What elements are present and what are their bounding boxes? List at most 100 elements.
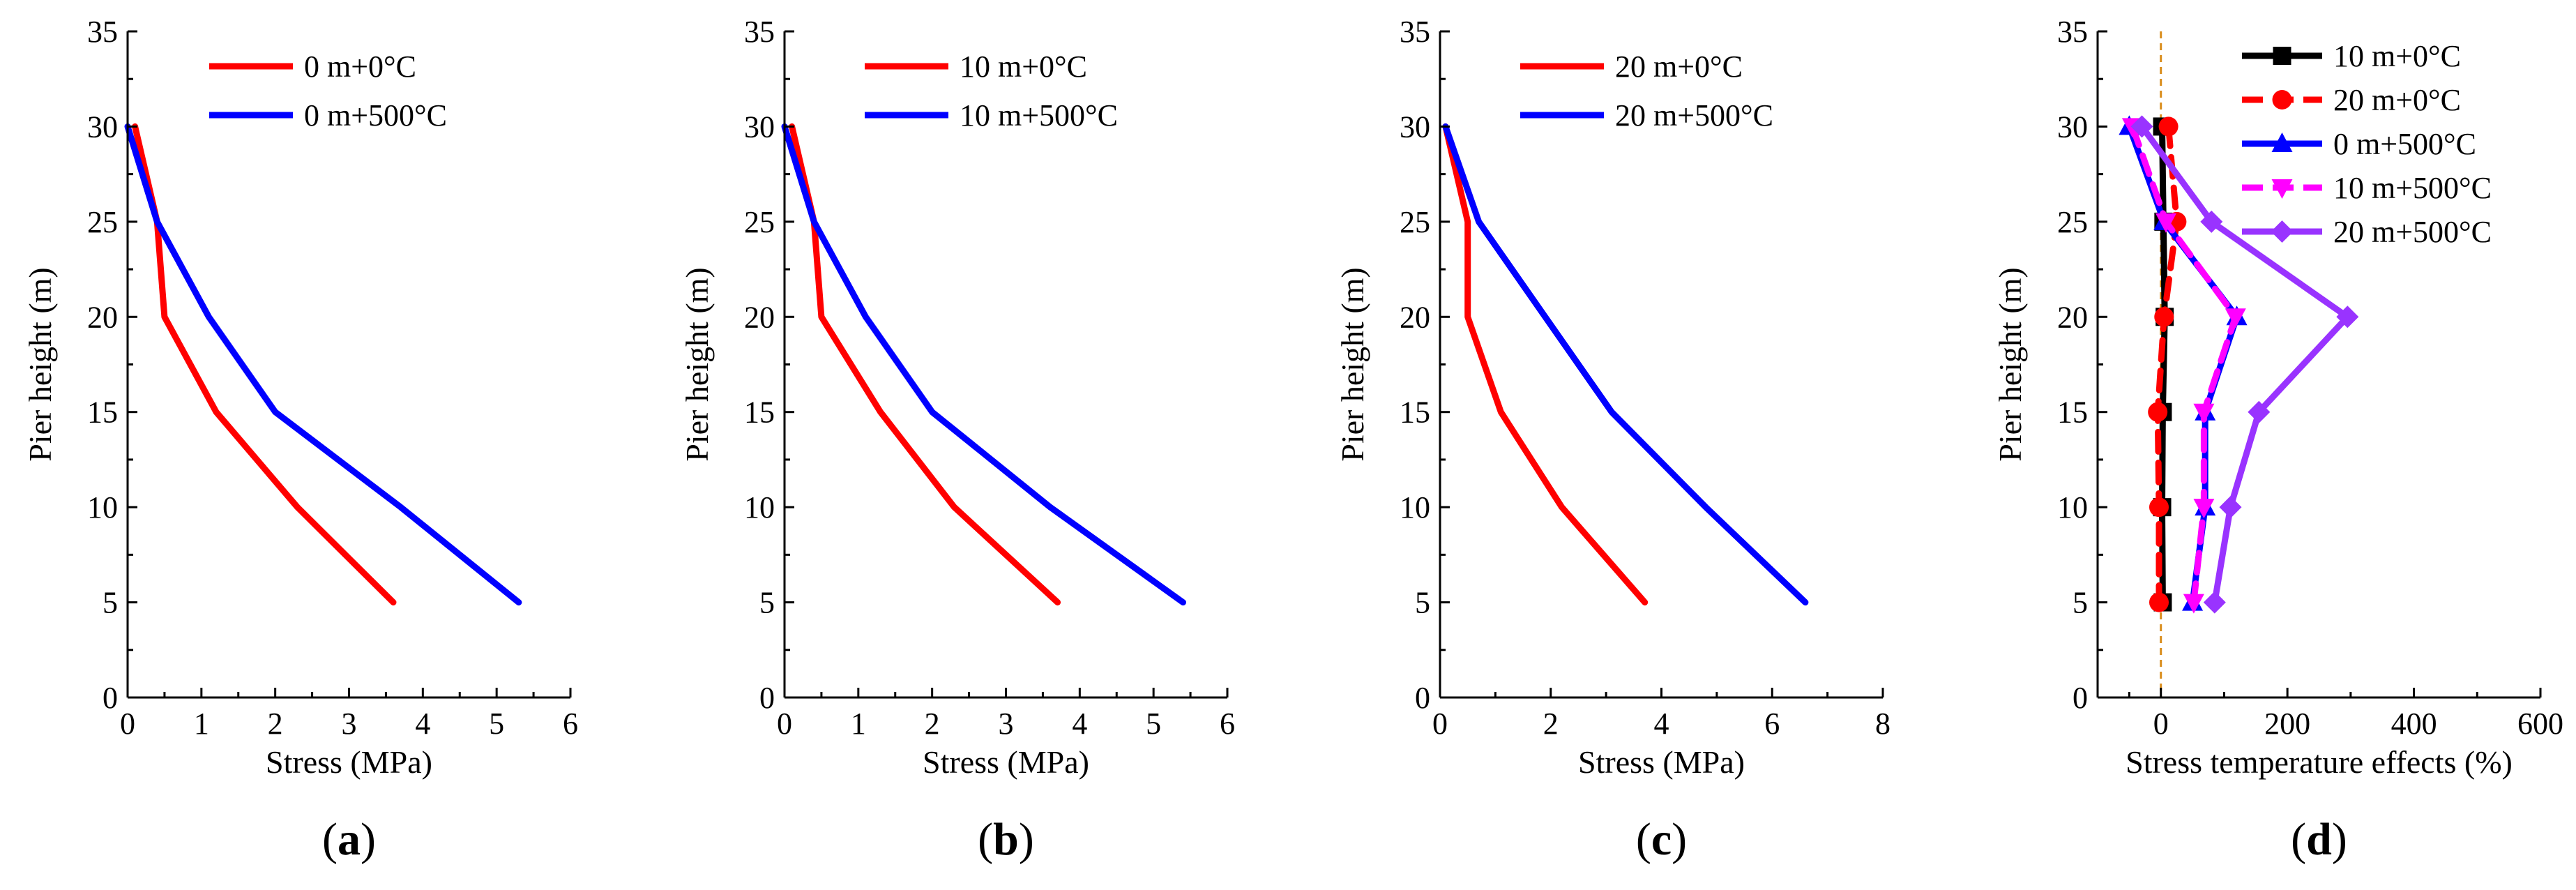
- y-tick-label: 15: [744, 395, 775, 430]
- panel-label-letter: d: [2306, 814, 2332, 865]
- y-tick-label: 25: [2057, 205, 2088, 239]
- data-point-d-3-2: [2225, 308, 2246, 329]
- y-tick-label: 10: [744, 490, 775, 525]
- panel-label-b: (b): [978, 814, 1034, 865]
- legend-marker-d-3: [2271, 179, 2293, 199]
- panel-label-open: (: [2291, 814, 2306, 865]
- data-point-d-4-1: [2200, 210, 2223, 233]
- y-axis-label: Pier height (m): [679, 267, 715, 462]
- chart-panel-b: 0 1 2 3 4 5 6 0 5 10 15 20 25 30 35 Stress (MPa) Pier he…: [679, 15, 1235, 865]
- legend-marker-d-0: [2273, 47, 2291, 65]
- legend-label-b-0: 10 m+0°C: [960, 50, 1087, 84]
- y-tick-label: 35: [744, 15, 775, 49]
- legend-label-d-4: 20 m+500°C: [2333, 215, 2492, 249]
- y-tick-label: 5: [1415, 586, 1430, 620]
- x-tick-label: 5: [489, 707, 504, 741]
- y-tick-label: 15: [87, 395, 118, 430]
- y-tick-label: 30: [2057, 110, 2088, 144]
- panel-label-open: (: [1636, 814, 1651, 865]
- y-tick-label: 0: [759, 681, 775, 715]
- series-line-d-0: [2159, 123, 2168, 606]
- y-tick-label: 20: [2057, 300, 2088, 334]
- series-line-d-4: [2139, 123, 2351, 606]
- y-tick-label: 25: [1400, 205, 1430, 239]
- data-point-d-3-4: [2193, 499, 2215, 519]
- legend-label-d-3: 10 m+500°C: [2333, 171, 2492, 205]
- legend-label-d-0: 10 m+0°C: [2333, 39, 2461, 73]
- data-point-d-3-5: [2183, 594, 2204, 614]
- data-point-d-4-0: [2130, 115, 2153, 138]
- x-tick-label: 2: [1543, 707, 1559, 741]
- chart-panel-d: 0 200 400 600 0 5 10 15 20 25 30 35 Stress temperatu…: [1992, 15, 2563, 865]
- series-line-d-3: [2129, 123, 2239, 606]
- x-tick-label: 4: [415, 707, 430, 741]
- x-tick-label: 3: [999, 707, 1014, 741]
- y-tick-label: 5: [103, 586, 118, 620]
- y-tick-label: 20: [744, 300, 775, 334]
- x-axis-label: Stress temperature effects (%): [2126, 744, 2513, 780]
- series-line-d-1: [2154, 123, 2180, 606]
- y-tick-label: 0: [2073, 681, 2088, 715]
- data-point-d-1-4: [2149, 497, 2169, 518]
- legend-label-c-1: 20 m+500°C: [1615, 98, 1773, 133]
- y-axis-label: Pier height (m): [22, 267, 58, 462]
- x-tick-label: 0: [777, 707, 792, 741]
- x-tick-label: 3: [342, 707, 357, 741]
- series-line-a-0: [132, 123, 397, 606]
- x-tick-label: 6: [1220, 707, 1235, 741]
- x-tick-label: 200: [2264, 707, 2310, 741]
- y-tick-label: 35: [87, 15, 118, 49]
- x-tick-label: 2: [925, 707, 940, 741]
- series-line-b-1: [781, 123, 1186, 606]
- x-tick-label: 8: [1875, 707, 1891, 741]
- y-tick-label: 5: [2073, 586, 2088, 620]
- y-tick-label: 0: [1415, 681, 1430, 715]
- legend-label-b-1: 10 m+500°C: [960, 98, 1118, 133]
- legend-label-c-0: 20 m+0°C: [1615, 50, 1743, 84]
- y-tick-label: 10: [1400, 490, 1430, 525]
- y-tick-label: 35: [1400, 15, 1430, 49]
- x-tick-label: 0: [120, 707, 135, 741]
- chart-panel-c: 0 2 4 6 8 0 5 10 15 20 25 30 35 Stress (MPa) Pier heig…: [1335, 15, 1891, 865]
- x-tick-label: 6: [1764, 707, 1780, 741]
- data-point-d-1-5: [2149, 592, 2169, 612]
- x-tick-label: 6: [563, 707, 578, 741]
- series-line-b-0: [789, 123, 1061, 606]
- data-point-d-4-3: [2248, 400, 2271, 423]
- legend-marker-d-1: [2272, 90, 2292, 110]
- data-point-d-1-3: [2148, 402, 2168, 422]
- panel-label-close: ): [361, 814, 376, 865]
- panel-label-letter: a: [338, 814, 361, 865]
- panel-label-letter: b: [993, 814, 1019, 865]
- legend-marker-d-4: [2271, 220, 2294, 243]
- y-tick-label: 30: [744, 110, 775, 144]
- x-tick-label: 600: [2517, 707, 2563, 741]
- x-tick-label: 2: [268, 707, 283, 741]
- data-point-d-1-2: [2154, 307, 2174, 327]
- y-tick-label: 35: [2057, 15, 2088, 49]
- x-tick-label: 5: [1146, 707, 1161, 741]
- y-tick-label: 30: [1400, 110, 1430, 144]
- panel-label-close: ): [1019, 814, 1034, 865]
- panel-label-a: (a): [322, 814, 376, 865]
- x-tick-label: 1: [851, 707, 866, 741]
- y-tick-label: 25: [744, 205, 775, 239]
- series-line-a-1: [124, 123, 522, 606]
- data-point-d-4-4: [2219, 496, 2242, 519]
- y-axis-label: Pier height (m): [1992, 267, 2028, 462]
- y-tick-label: 15: [2057, 395, 2088, 430]
- data-point-d-4-2: [2336, 306, 2359, 329]
- y-tick-label: 15: [1400, 395, 1430, 430]
- data-point-d-4-5: [2203, 591, 2226, 614]
- x-tick-label: 4: [1654, 707, 1669, 741]
- y-axis-label: Pier height (m): [1335, 267, 1370, 462]
- legend-label-d-2: 0 m+500°C: [2333, 127, 2476, 161]
- legend-label-a-0: 0 m+0°C: [304, 50, 416, 84]
- panel-label-open: (: [322, 814, 338, 865]
- x-axis-label: Stress (MPa): [1578, 744, 1745, 780]
- panel-label-c: (c): [1636, 814, 1687, 865]
- legend-marker-d-2: [2271, 133, 2293, 152]
- y-tick-label: 30: [87, 110, 118, 144]
- data-point-d-3-1: [2155, 213, 2176, 233]
- y-tick-label: 25: [87, 205, 118, 239]
